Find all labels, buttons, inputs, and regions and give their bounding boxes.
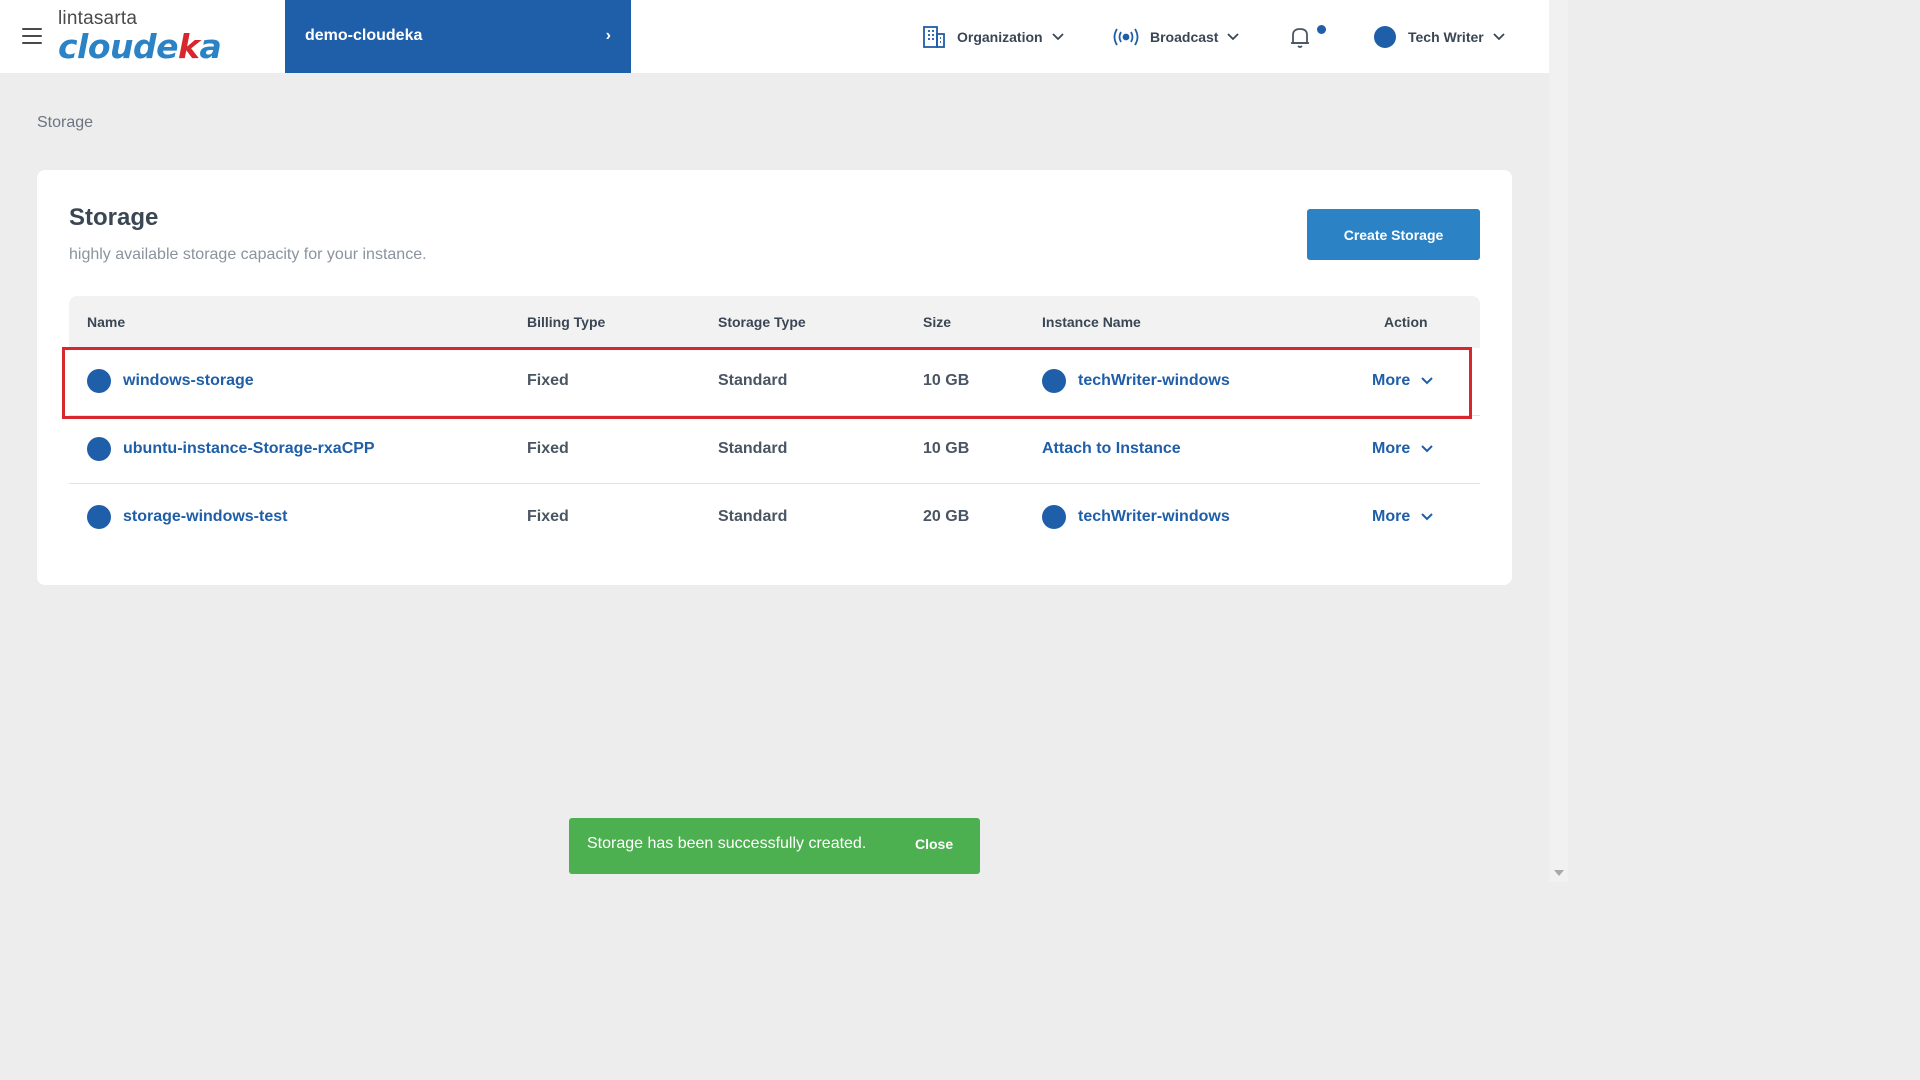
logo-brand-text: lintasarta [58,8,138,29]
more-label: More [1372,508,1411,525]
instance-status-icon [1042,505,1066,529]
table-row: storage-windows-test Fixed Standard 20 G… [69,484,1480,552]
logo-product-text: cloudeka [58,27,222,66]
more-label: More [1372,440,1411,457]
attach-to-instance-link[interactable]: Attach to Instance [1042,440,1181,457]
chevron-down-icon [1421,377,1433,385]
column-header-storage-type: Storage Type [718,314,806,330]
chevron-down-icon [1227,33,1240,41]
storage-name-link[interactable]: ubuntu-instance-Storage-rxaCPP [123,440,375,457]
storage-status-icon [87,437,111,461]
broadcast-label: Broadcast [1150,29,1219,45]
storage-size: 10 GB [923,440,970,457]
more-action-button[interactable]: More [1372,440,1434,458]
toast-close-button[interactable]: Close [915,836,954,852]
organization-menu[interactable]: Organization [921,22,1075,52]
top-navbar: lintasarta cloudeka demo-cloudeka › Orga… [0,0,1549,73]
storage-card: Storage highly available storage capacit… [37,170,1512,585]
scroll-down-icon[interactable] [1554,870,1564,876]
chevron-down-icon [1421,513,1433,521]
instance-name-link[interactable]: techWriter-windows [1078,372,1230,389]
scrollbar[interactable] [1549,0,1568,882]
storage-size: 20 GB [923,508,970,525]
storage-type: Standard [718,508,788,525]
storage-type: Standard [718,440,788,457]
table-header: Name Billing Type Storage Type Size Inst… [69,296,1480,348]
storage-name-link[interactable]: windows-storage [123,372,254,389]
table-row: ubuntu-instance-Storage-rxaCPP Fixed Sta… [69,416,1480,484]
instance-name-link[interactable]: techWriter-windows [1078,508,1230,525]
chevron-down-icon [1051,33,1064,41]
page-title: Storage [69,204,159,231]
instance-status-icon [1042,369,1066,393]
more-label: More [1372,372,1411,389]
menu-icon[interactable] [22,28,42,44]
column-header-name: Name [87,314,126,330]
storage-status-icon [87,505,111,529]
user-name: Tech Writer [1408,29,1484,45]
breadcrumb: Storage [37,114,94,131]
avatar [1374,26,1396,48]
broadcast-icon [1113,28,1139,46]
project-name: demo-cloudeka [305,27,423,44]
toast-message: Storage has been successfully created. [587,835,867,852]
bell-icon[interactable] [1287,24,1313,50]
project-switcher[interactable]: demo-cloudeka › [285,0,631,73]
more-action-button[interactable]: More [1372,508,1434,526]
chevron-right-icon: › [605,27,611,44]
chevron-down-icon [1493,33,1505,41]
column-header-size: Size [923,314,952,330]
storage-size: 10 GB [923,372,970,389]
chevron-down-icon [1421,445,1433,453]
column-header-billing-type: Billing Type [527,314,606,330]
storage-name-link[interactable]: storage-windows-test [123,508,288,525]
storage-status-icon [87,369,111,393]
table-row: windows-storage Fixed Standard 10 GB tec… [69,348,1480,416]
column-header-action: Action [1384,314,1428,330]
organization-label: Organization [957,29,1043,45]
logo[interactable]: lintasarta cloudeka [58,8,222,66]
storage-type: Standard [718,372,788,389]
column-header-instance-name: Instance Name [1042,314,1141,330]
page-subtitle: highly available storage capacity for yo… [69,246,427,263]
user-menu[interactable]: Tech Writer [1374,22,1516,52]
billing-type: Fixed [527,440,569,457]
building-icon [923,26,945,48]
success-toast: Storage has been successfully created. C… [569,818,980,874]
more-action-button[interactable]: More [1372,372,1434,390]
notification-dot [1317,25,1326,34]
storage-table: Name Billing Type Storage Type Size Inst… [69,296,1480,552]
billing-type: Fixed [527,372,569,389]
broadcast-menu[interactable]: Broadcast [1112,22,1250,52]
billing-type: Fixed [527,508,569,525]
create-storage-button[interactable]: Create Storage [1307,209,1480,260]
